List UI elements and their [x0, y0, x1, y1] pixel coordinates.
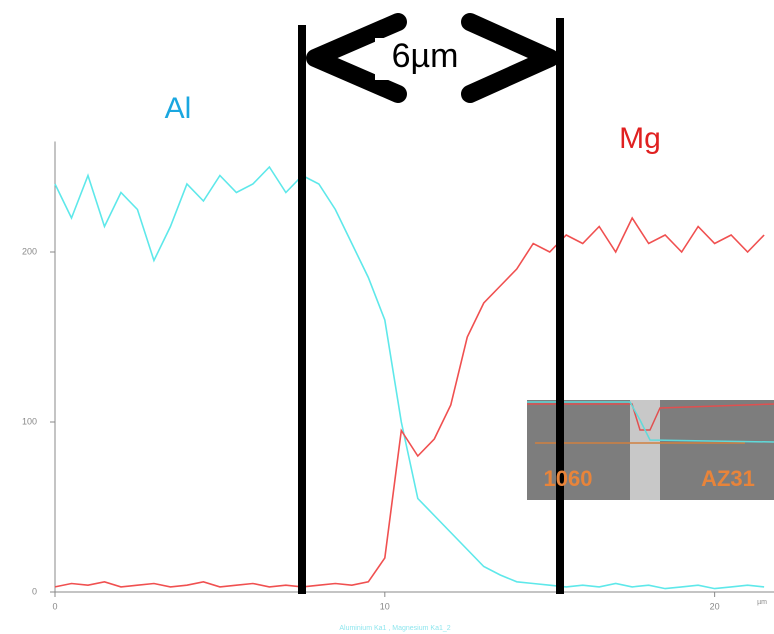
- inset-image: [527, 400, 774, 500]
- x-tick-label: 10: [380, 601, 390, 611]
- y-tick-label: 0: [32, 586, 37, 596]
- series-line: [54, 216, 765, 588]
- x-tick-label: 0: [52, 601, 57, 611]
- legend-text: Aluminium Ka1 , Magnesium Ka1_2: [339, 625, 450, 632]
- series-line: [54, 165, 765, 590]
- inset-interface: [630, 400, 660, 500]
- inset-label: AZ31: [701, 466, 755, 491]
- arrow-left: [306, 13, 407, 103]
- width-annotation: 6µm: [392, 37, 459, 75]
- series-label: Al: [165, 92, 192, 125]
- inset-al-trace: [527, 401, 774, 443]
- inset-label: 1060: [544, 466, 593, 491]
- arrow-right: [461, 13, 559, 103]
- x-axis-label: µm: [757, 599, 767, 606]
- y-tick-label: 100: [22, 416, 37, 426]
- annotation-background: [375, 38, 475, 80]
- x-tick-label: 20: [710, 601, 720, 611]
- series-label: Mg: [619, 122, 661, 155]
- y-tick-label: 200: [22, 246, 37, 256]
- plot: 0 100 200 0 10 20 µm Aluminium Ka1 , Magnesium …: [22, 141, 774, 632]
